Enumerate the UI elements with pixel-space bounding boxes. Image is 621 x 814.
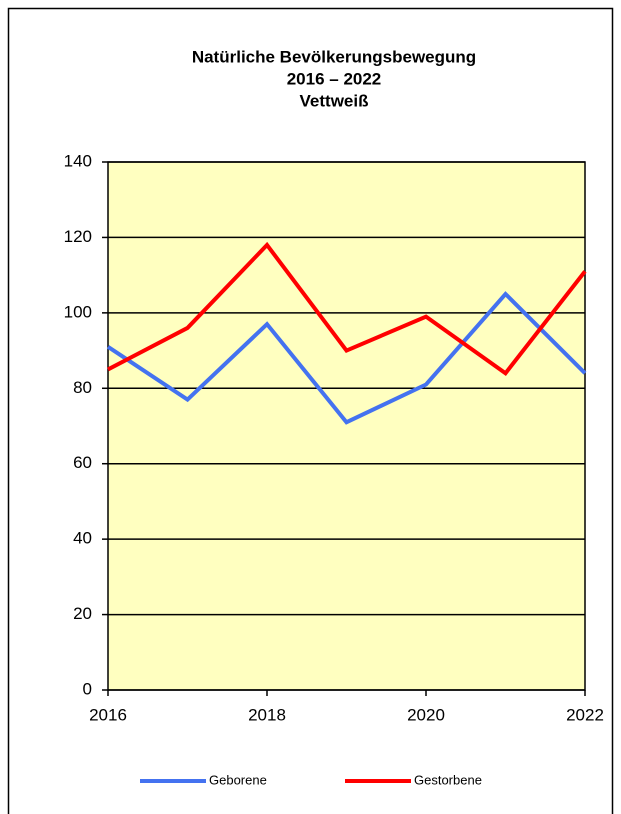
y-tick-label: 20 — [73, 604, 92, 623]
y-tick-label: 40 — [73, 529, 92, 548]
chart-title: Natürliche Bevölkerungsbewegung — [192, 47, 476, 66]
y-tick-label: 80 — [73, 378, 92, 397]
legend-label: Gestorbene — [414, 772, 482, 787]
y-tick-label: 0 — [83, 679, 92, 698]
plot-area — [108, 162, 585, 690]
chart-title: Vettweiß — [300, 91, 369, 110]
x-tick-label: 2018 — [248, 705, 286, 724]
legend-label: Geborene — [209, 772, 267, 787]
x-tick-label: 2016 — [89, 705, 127, 724]
series-line — [107, 241, 587, 376]
chart-title: 2016 – 2022 — [287, 69, 382, 88]
series-line — [106, 291, 587, 425]
y-tick-label: 140 — [64, 151, 92, 170]
plot-border — [107, 161, 586, 691]
y-tick-label: 100 — [64, 302, 92, 321]
x-tick-label: 2022 — [566, 705, 604, 724]
y-tick-label: 120 — [64, 227, 92, 246]
y-tick-label: 60 — [73, 453, 92, 472]
x-tick-label: 2020 — [407, 705, 445, 724]
